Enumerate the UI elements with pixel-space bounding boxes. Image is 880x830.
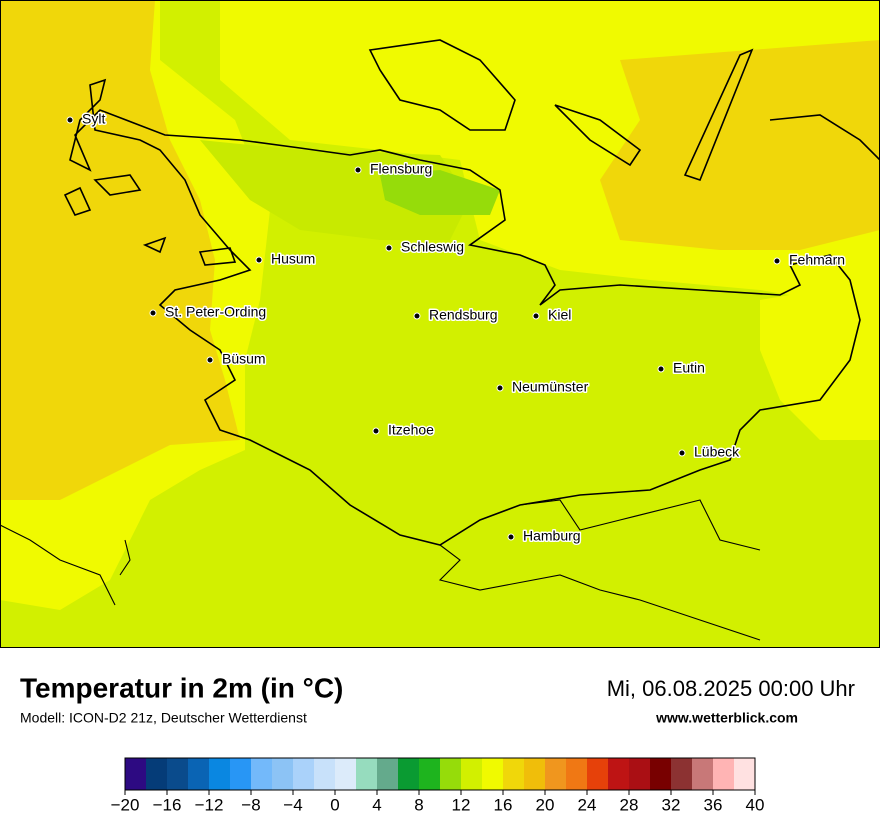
warm-band bbox=[0, 460, 150, 610]
colorbar-segment bbox=[650, 758, 672, 790]
colorbar-tick-label: 28 bbox=[620, 795, 639, 814]
colorbar-tick-label: 36 bbox=[704, 795, 723, 814]
colorbar-segment bbox=[566, 758, 588, 790]
colorbar-segment bbox=[335, 758, 357, 790]
colorbar-frame bbox=[124, 757, 756, 791]
city-label: Fehmarn bbox=[789, 252, 845, 268]
colorbar-tick-label: −12 bbox=[195, 795, 224, 814]
colorbar-tick-label: 20 bbox=[536, 795, 555, 814]
website: www.wetterblick.com bbox=[655, 710, 798, 726]
colorbar-segment bbox=[734, 758, 756, 790]
title: Temperatur in 2m (in °C) bbox=[20, 672, 343, 703]
colorbar-segment bbox=[482, 758, 504, 790]
colorbar-tick-label: 16 bbox=[494, 795, 513, 814]
warmer-area bbox=[0, 0, 240, 500]
city-label: Sylt bbox=[82, 111, 105, 127]
subtitle: Modell: ICON-D2 21z, Deutscher Wetterdie… bbox=[20, 710, 307, 726]
city-dot bbox=[413, 312, 421, 320]
datetime: Mi, 06.08.2025 00:00 Uhr bbox=[607, 676, 855, 701]
colorbar-tick-label: −8 bbox=[241, 795, 260, 814]
colorbar-segment bbox=[461, 758, 483, 790]
city-label: Husum bbox=[271, 251, 315, 267]
city-label: Rendsburg bbox=[429, 307, 498, 323]
colorbar-segment bbox=[608, 758, 630, 790]
city-dot bbox=[66, 116, 74, 124]
colorbar-segment bbox=[587, 758, 609, 790]
city-label: St. Peter-Ording bbox=[165, 304, 266, 320]
city-labels: Sylt Flensburg Schleswig Husum Fehmarn St. Pe… bbox=[66, 109, 847, 545]
colorbar-segment bbox=[440, 758, 462, 790]
colorbar-segment bbox=[125, 758, 147, 790]
city-dot bbox=[149, 309, 157, 317]
colorbar-segment bbox=[146, 758, 168, 790]
city-dot bbox=[354, 166, 362, 174]
colorbar-tick-label: 4 bbox=[372, 795, 381, 814]
colorbar-segment bbox=[356, 758, 378, 790]
colorbar-segment bbox=[629, 758, 651, 790]
colorbar-tick-label: 40 bbox=[746, 795, 765, 814]
colorbar-segment bbox=[713, 758, 735, 790]
colorbar-tick-label: 8 bbox=[414, 795, 423, 814]
city-dot bbox=[532, 312, 540, 320]
warmer-area bbox=[600, 40, 880, 250]
city-dot bbox=[496, 384, 504, 392]
city-label: Neumünster bbox=[512, 379, 589, 395]
city-dot bbox=[385, 244, 393, 252]
city-label: Itzehoe bbox=[388, 422, 434, 438]
colorbar: −20 −16 −12 −8 −4 0 4 8 12 16 20 24 28 32 36 40 bbox=[111, 757, 765, 814]
colorbar-segment bbox=[671, 758, 693, 790]
city-label: Lübeck bbox=[694, 444, 740, 460]
colorbar-segment bbox=[188, 758, 210, 790]
city-dot bbox=[507, 533, 515, 541]
colorbar-segment bbox=[524, 758, 546, 790]
colorbar-segment bbox=[545, 758, 567, 790]
map: Sylt Flensburg Schleswig Husum Fehmarn St. Pe… bbox=[0, 0, 880, 648]
colorbar-segment bbox=[251, 758, 273, 790]
city-label: Flensburg bbox=[370, 161, 432, 177]
colorbar-tick-label: 0 bbox=[330, 795, 339, 814]
colorbar-segment bbox=[293, 758, 315, 790]
mild-area bbox=[200, 140, 470, 240]
coastline bbox=[69, 78, 861, 546]
colorbar-tick-label: −20 bbox=[111, 795, 140, 814]
colorbar-segment bbox=[209, 758, 231, 790]
city-label: Büsum bbox=[222, 351, 266, 367]
city-label: Eutin bbox=[673, 360, 705, 376]
warm-band bbox=[760, 280, 880, 440]
colorbar-tick-label: −4 bbox=[283, 795, 302, 814]
border-line bbox=[0, 499, 761, 641]
colorbar-segment bbox=[230, 758, 252, 790]
cool-area bbox=[380, 170, 500, 215]
colorbar-segment bbox=[314, 758, 336, 790]
colorbar-tick-label: 12 bbox=[452, 795, 471, 814]
colorbar-segment bbox=[692, 758, 714, 790]
colorbar-segment bbox=[377, 758, 399, 790]
city-dot bbox=[773, 257, 781, 265]
colorbar-segment bbox=[167, 758, 189, 790]
colorbar-segment bbox=[419, 758, 441, 790]
city-dot bbox=[206, 356, 214, 364]
colorbar-tick-label: 32 bbox=[662, 795, 681, 814]
city-dot bbox=[372, 427, 380, 435]
city-label: Kiel bbox=[548, 307, 571, 323]
city-dot bbox=[657, 365, 665, 373]
city-label: Schleswig bbox=[401, 239, 464, 255]
coastline bbox=[63, 39, 880, 266]
colorbar-tick-label: 24 bbox=[578, 795, 597, 814]
city-dot bbox=[678, 449, 686, 457]
colorbar-segment bbox=[272, 758, 294, 790]
colorbar-tick-label: −16 bbox=[153, 795, 182, 814]
colorbar-segment bbox=[503, 758, 525, 790]
city-dot bbox=[255, 256, 263, 264]
colorbar-segment bbox=[398, 758, 420, 790]
city-label: Hamburg bbox=[523, 528, 581, 544]
